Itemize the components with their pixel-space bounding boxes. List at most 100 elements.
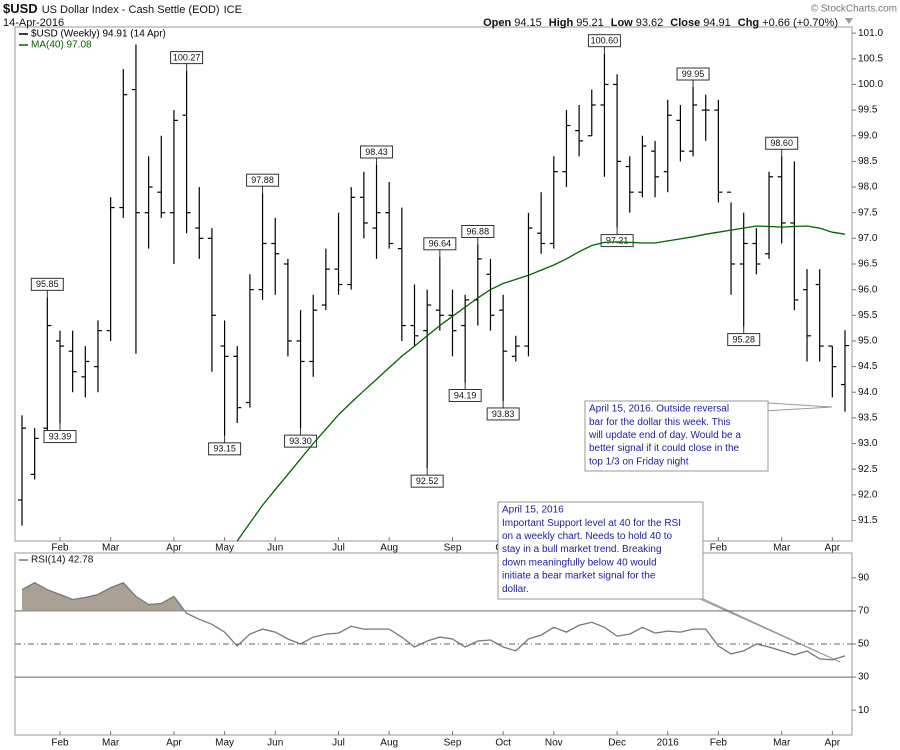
stat-label: Low (611, 17, 633, 29)
y-tick-label: 98.5 (858, 156, 878, 167)
y-tick-label: 99.0 (858, 130, 878, 141)
annotation-text: initiate a bear market signal for the (502, 571, 656, 582)
y-tick-label: 101.0 (858, 28, 883, 39)
callout-box (246, 173, 280, 187)
x-tick-label: Dec (608, 738, 626, 749)
x-tick-label: Aug (380, 738, 398, 749)
callout-box (208, 442, 242, 456)
x-tick-label: Sep (444, 738, 462, 749)
x-tick-label: Apr (166, 543, 182, 554)
annotation-text: top 1/3 on Friday night (589, 456, 689, 467)
stat-value: 95.21 (576, 17, 604, 29)
callout-label: 98.43 (365, 147, 388, 157)
callout-label: 97.21 (606, 235, 629, 245)
quote-stats: Open 94.15 High 95.21 Low 93.62 Close 94.91 Chg +… (483, 17, 838, 29)
stat-value: 93.62 (636, 17, 664, 29)
title: $USD US Dollar Index - Cash Settle (EOD) I… (3, 1, 242, 16)
callout-box (423, 237, 457, 251)
line (21, 582, 846, 661)
x-tick-label: Apr (825, 543, 841, 554)
x-tick-label: Jun (267, 738, 283, 749)
callout-label: 93.15 (213, 444, 236, 454)
callout-box (448, 388, 482, 402)
callout-label: 95.85 (36, 279, 59, 289)
overbought-fill (22, 582, 185, 611)
menu-icon[interactable] (845, 18, 853, 24)
x-tick-label: Mar (102, 543, 120, 554)
callout-box (170, 51, 204, 65)
y-tick-label: 92.5 (858, 464, 878, 475)
y-tick-label: 96.0 (858, 284, 878, 295)
callout-box (461, 225, 495, 239)
callout-box (676, 67, 710, 81)
annotation-text: on a weekly chart. Needs to hold 40 to (502, 531, 673, 542)
annotation-text: Important Support level at 40 for the RS… (502, 518, 681, 529)
callout-label: 96.88 (467, 226, 490, 236)
callout-box (600, 234, 634, 248)
index-name: US Dollar Index - Cash Settle (EOD) (42, 4, 220, 16)
x-tick-label: Mar (773, 543, 791, 554)
exchange: ICE (224, 4, 242, 16)
y-tick-label: 50 (858, 639, 870, 650)
y-tick-label: 93.0 (858, 438, 878, 449)
y-tick-label: 95.5 (858, 310, 878, 321)
x-tick-label: Feb (710, 738, 728, 749)
y-tick-label: 100.5 (858, 53, 883, 64)
x-tick-label: Mar (102, 738, 120, 749)
y-tick-label: 97.5 (858, 207, 878, 218)
y-tick-label: 90 (858, 572, 870, 583)
annotation-text: better signal if it could close in the (589, 443, 740, 454)
y-tick-label: 92.0 (858, 489, 878, 500)
callout-box (410, 474, 444, 488)
x-tick-label: Apr (166, 738, 182, 749)
stat-label: Chg (738, 17, 759, 29)
annotation-box (584, 400, 769, 472)
callout-label: 97.88 (251, 175, 274, 185)
y-tick-label: 94.5 (858, 361, 878, 372)
y-tick-label: 10 (858, 705, 870, 716)
y-tick-label: 70 (858, 606, 870, 617)
line (236, 225, 846, 542)
y-tick-label: 96.5 (858, 259, 878, 270)
x-tick-label: Jul (332, 738, 345, 749)
callout-label: 100.60 (591, 36, 619, 46)
callout-label: 99.95 (682, 69, 705, 79)
x-tick-label: May (215, 543, 234, 554)
callout-label: 96.64 (429, 239, 452, 249)
x-tick-label: Apr (825, 738, 841, 749)
callout-label: 93.30 (289, 436, 312, 446)
callout-label: 93.39 (49, 431, 72, 441)
y-tick-label: 99.5 (858, 105, 878, 116)
callout-box (360, 145, 394, 159)
x-tick-label: Sep (444, 543, 462, 554)
x-tick-label: Jun (267, 543, 283, 554)
x-tick-label: Feb (51, 543, 69, 554)
x-tick-label: 2016 (657, 738, 680, 749)
stat-label: Open (483, 17, 511, 29)
x-tick-label: Mar (773, 738, 791, 749)
annotation-box (497, 501, 704, 600)
callout-box (727, 333, 761, 347)
annotation-text: down meaningfully below 40 would (502, 557, 657, 568)
y-tick-label: 94.0 (858, 387, 878, 398)
y-tick-label: 91.5 (858, 515, 878, 526)
callout-label: 92.52 (416, 476, 439, 486)
y-tick-label: 97.0 (858, 233, 878, 244)
x-tick-label: May (215, 738, 234, 749)
x-tick-label: Nov (545, 738, 563, 749)
callout-box (284, 434, 318, 448)
credit: © StockCharts.com (811, 4, 897, 15)
y-tick-label: 93.5 (858, 413, 878, 424)
y-tick-label: 100.0 (858, 79, 883, 90)
annotation-text: dollar. (502, 584, 529, 595)
annotation-text: stay in a bull market trend. Breaking (502, 544, 662, 555)
stat-value: 94.91 (703, 17, 731, 29)
stat-label: Close (670, 17, 700, 29)
callout-box (587, 34, 621, 48)
callout-box (486, 407, 520, 421)
callout-label: 93.83 (492, 409, 515, 419)
annotation-text: will update end of day. Would be a (588, 430, 741, 441)
stat-value: 94.15 (514, 17, 542, 29)
